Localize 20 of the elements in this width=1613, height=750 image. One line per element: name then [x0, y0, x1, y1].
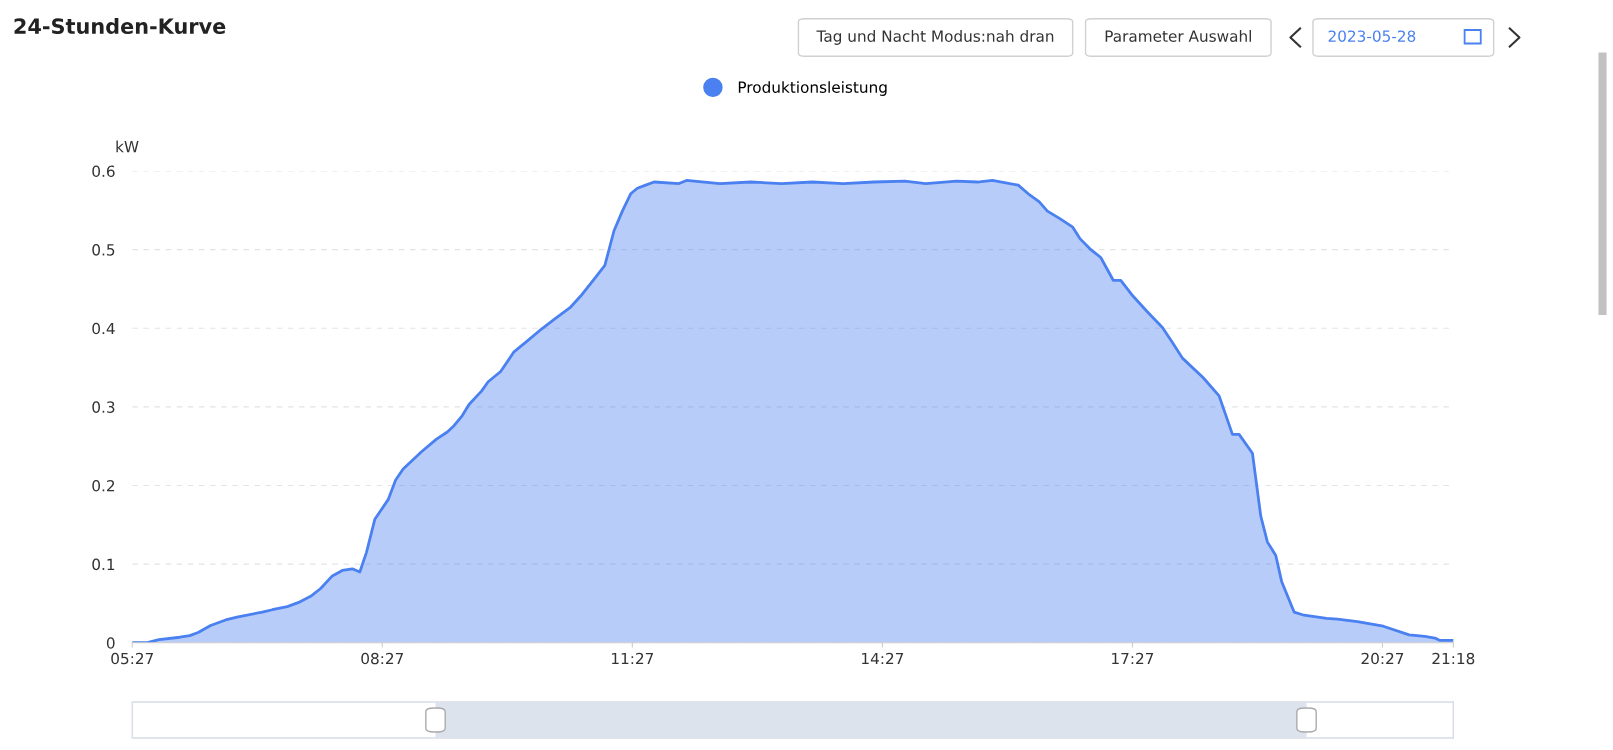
- y-tick-label: 0.1: [92, 558, 115, 571]
- text: Parameter Auswahl: [1105, 30, 1251, 42]
- y-tick-label: 0.4: [92, 322, 115, 335]
- x-tick-label: 20:27: [1361, 652, 1404, 665]
- text: Tag und Nacht Modus:nah dran: [816, 30, 1054, 45]
- y-axis-title: kW: [116, 140, 139, 153]
- x-tick-label: 21:18: [1432, 652, 1475, 665]
- y-tick-label: 0: [106, 637, 115, 649]
- x-tick-label: 05:27: [111, 652, 153, 665]
- y-tick-label: 0.6: [92, 165, 115, 178]
- legend-label: Produktionsleistung: [738, 81, 887, 96]
- chart-title: 24-Stunden-Kurve: [14, 17, 226, 35]
- x-tick-label: 17:27: [1112, 652, 1154, 665]
- x-tick-label: 14:27: [862, 652, 904, 665]
- x-tick-label: 11:27: [612, 652, 654, 665]
- y-tick-label: 0.5: [92, 244, 115, 256]
- y-tick-label: 0.3: [92, 401, 115, 413]
- y-tick-label: 0.2: [92, 479, 115, 492]
- text: 2023-05-28: [1328, 30, 1416, 42]
- x-tick-label: 08:27: [361, 652, 404, 665]
